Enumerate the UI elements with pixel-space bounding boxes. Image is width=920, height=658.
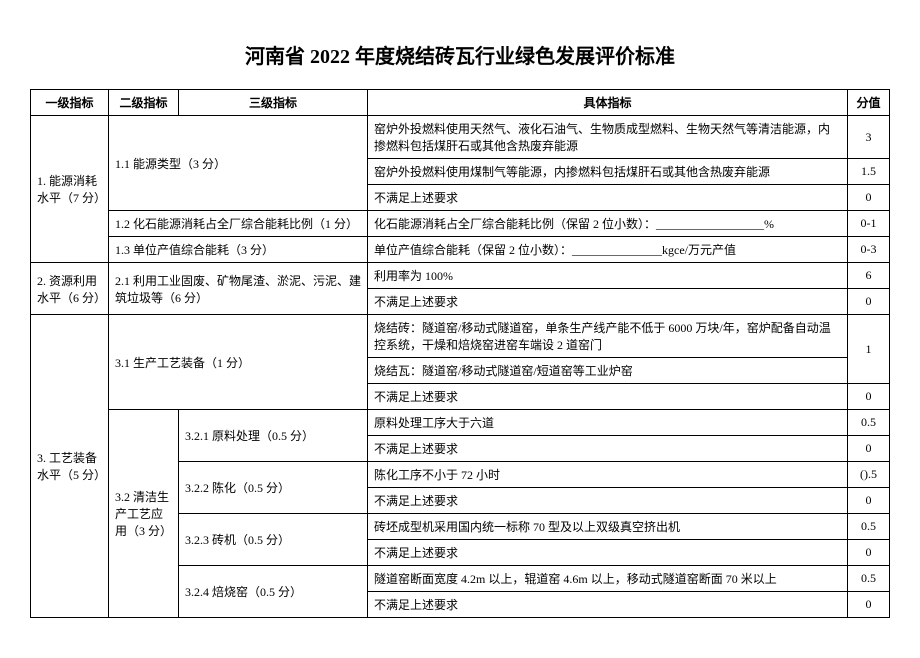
cell-detail: 不满足上述要求 [368,384,848,410]
header-detail: 具体指标 [368,90,848,116]
cell-detail: 烧结瓦：隧道窑/移动式隧道窑/短道窑等工业炉窑 [368,358,848,384]
table-row: 3. 工艺装备水平（5 分） 3.1 生产工艺装备（1 分） 烧结砖：隧道窑/移… [31,315,890,358]
cell-score: 1.5 [848,159,890,185]
cell-detail: 化石能源消耗占全厂综合能耗比例（保留 2 位小数）：______________… [368,211,848,237]
cell-score: 0 [848,289,890,315]
cell-detail: 原料处理工序大于六道 [368,410,848,436]
cell-detail: 烧结砖：隧道窑/移动式隧道窑，单条生产线产能不低于 6000 万块/年，窑炉配备… [368,315,848,358]
cell-score: 6 [848,263,890,289]
header-level3: 三级指标 [179,90,368,116]
cell-score: 3 [848,116,890,159]
cell-score: 0 [848,488,890,514]
cell-score: 1 [848,315,890,384]
cell-l1: 2. 资源利用水平（6 分） [31,263,109,315]
cell-l3: 3.2.1 原料处理（0.5 分） [179,410,368,462]
table-row: 3.2 清洁生产工艺应用（3 分） 3.2.1 原料处理（0.5 分） 原料处理… [31,410,890,436]
cell-l3: 3.2.4 焙烧窑（0.5 分） [179,566,368,618]
cell-l2: 3.2 清洁生产工艺应用（3 分） [109,410,179,618]
evaluation-table: 一级指标 二级指标 三级指标 具体指标 分值 1. 能源消耗水平（7 分） 1.… [30,89,890,618]
cell-score: 0.5 [848,410,890,436]
cell-l2: 3.1 生产工艺装备（1 分） [109,315,368,410]
cell-score: 0 [848,384,890,410]
cell-l3: 3.2.3 砖机（0.5 分） [179,514,368,566]
header-level1: 一级指标 [31,90,109,116]
cell-score: 0.5 [848,566,890,592]
cell-detail: 不满足上述要求 [368,436,848,462]
cell-detail: 不满足上述要求 [368,289,848,315]
cell-l1: 3. 工艺装备水平（5 分） [31,315,109,618]
cell-score: 0 [848,592,890,618]
header-level2: 二级指标 [109,90,179,116]
cell-detail: 单位产值综合能耗（保留 2 位小数）：_______________kgce/万… [368,237,848,263]
cell-l3: 3.2.2 陈化（0.5 分） [179,462,368,514]
table-row: 1. 能源消耗水平（7 分） 1.1 能源类型（3 分） 窑炉外投燃料使用天然气… [31,116,890,159]
page-title: 河南省 2022 年度烧结砖瓦行业绿色发展评价标准 [30,40,890,69]
cell-detail: 不满足上述要求 [368,592,848,618]
table-header-row: 一级指标 二级指标 三级指标 具体指标 分值 [31,90,890,116]
cell-detail: 利用率为 100% [368,263,848,289]
cell-score: ().5 [848,462,890,488]
cell-detail: 窑炉外投燃料使用煤制气等能源，内掺燃料包括煤肝石或其他含热废弃能源 [368,159,848,185]
cell-l2: 1.3 单位产值综合能耗（3 分） [109,237,368,263]
cell-detail: 砖坯成型机采用国内统一标称 70 型及以上双级真空挤出机 [368,514,848,540]
cell-detail: 窑炉外投燃料使用天然气、液化石油气、生物质成型燃料、生物天然气等清洁能源，内掺燃… [368,116,848,159]
table-row: 2. 资源利用水平（6 分） 2.1 利用工业固废、矿物尾渣、淤泥、污泥、建筑垃… [31,263,890,289]
cell-score: 0-1 [848,211,890,237]
table-row: 1.3 单位产值综合能耗（3 分） 单位产值综合能耗（保留 2 位小数）：___… [31,237,890,263]
cell-detail: 不满足上述要求 [368,540,848,566]
cell-l2: 1.1 能源类型（3 分） [109,116,368,211]
cell-detail: 隧道窑断面宽度 4.2m 以上，辊道窑 4.6m 以上，移动式隧道窑断面 70 … [368,566,848,592]
cell-l2: 2.1 利用工业固废、矿物尾渣、淤泥、污泥、建筑垃圾等（6 分） [109,263,368,315]
cell-l1: 1. 能源消耗水平（7 分） [31,116,109,263]
cell-score: 0 [848,436,890,462]
cell-detail: 不满足上述要求 [368,185,848,211]
cell-score: 0-3 [848,237,890,263]
cell-detail: 不满足上述要求 [368,488,848,514]
cell-score: 0 [848,185,890,211]
table-row: 1.2 化石能源消耗占全厂综合能耗比例（1 分） 化石能源消耗占全厂综合能耗比例… [31,211,890,237]
cell-score: 0.5 [848,514,890,540]
cell-l2: 1.2 化石能源消耗占全厂综合能耗比例（1 分） [109,211,368,237]
header-score: 分值 [848,90,890,116]
cell-score: 0 [848,540,890,566]
cell-detail: 陈化工序不小于 72 小时 [368,462,848,488]
